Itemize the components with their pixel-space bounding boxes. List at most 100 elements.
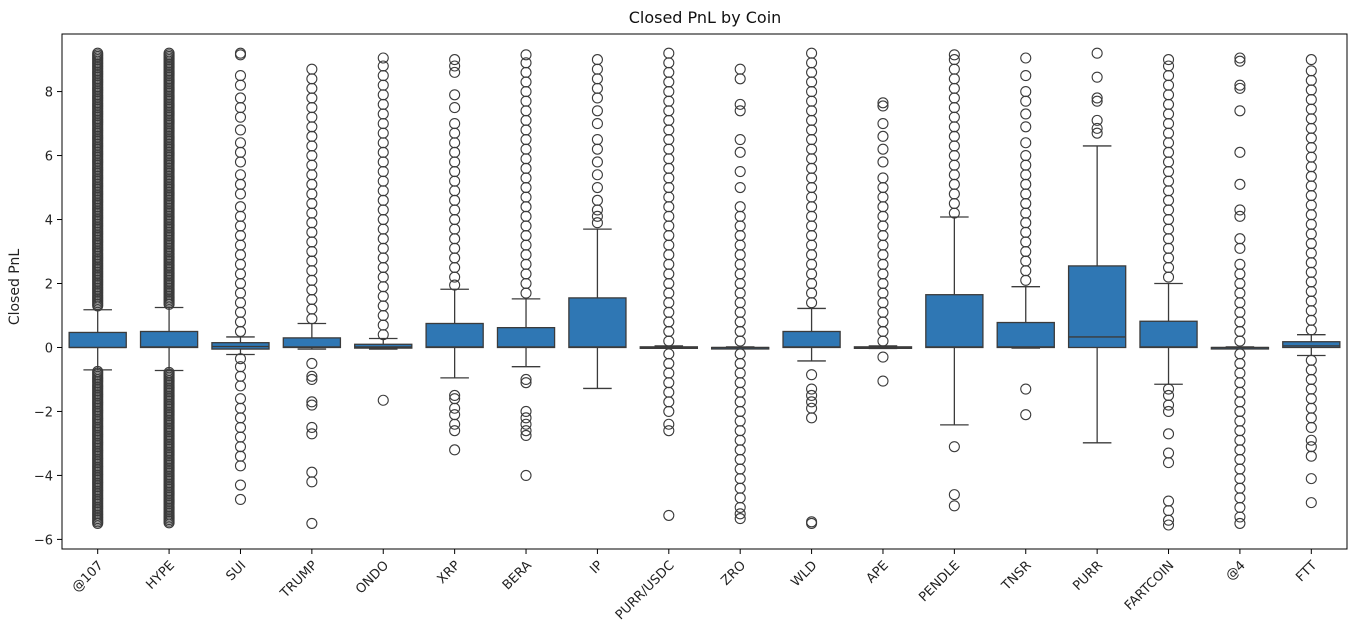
outlier-point xyxy=(877,156,889,168)
outlier-point xyxy=(734,73,746,85)
outlier-point xyxy=(1020,188,1032,200)
x-tick-label: HYPE xyxy=(143,558,177,592)
outlier-point xyxy=(1234,233,1246,245)
outlier-point xyxy=(806,412,818,424)
outlier-point xyxy=(306,73,318,85)
outlier-point xyxy=(734,146,746,158)
outlier-point xyxy=(663,201,675,213)
outlier-point xyxy=(1020,150,1032,162)
outlier-point xyxy=(877,191,889,203)
y-tick-label: −4 xyxy=(34,469,53,484)
outlier-point xyxy=(520,229,532,242)
outlier-point xyxy=(663,105,675,117)
outlier-point xyxy=(806,220,818,232)
outlier-point xyxy=(1162,213,1175,226)
outlier-point xyxy=(1234,210,1246,222)
outlier-point xyxy=(806,95,818,107)
outlier-point xyxy=(877,97,889,109)
x-tick-label: FTT xyxy=(1293,558,1320,585)
outlier-point xyxy=(234,79,247,91)
outlier-point xyxy=(234,111,247,123)
outlier-point xyxy=(234,146,247,158)
box-wld xyxy=(782,330,841,349)
x-tick-label: ZRO xyxy=(718,558,749,589)
outlier-point xyxy=(1020,108,1032,120)
outlier-point xyxy=(234,124,247,136)
outlier-point xyxy=(663,277,675,290)
outlier-point xyxy=(520,373,532,386)
outlier-point xyxy=(806,134,818,146)
outlier-point xyxy=(234,102,247,114)
outlier-point xyxy=(877,220,889,232)
outlier-point xyxy=(734,444,746,456)
outlier-point xyxy=(1162,108,1175,120)
outlier-point xyxy=(877,316,889,328)
outlier-point xyxy=(449,418,461,430)
outlier-point xyxy=(806,143,818,155)
outlier-point xyxy=(734,463,746,475)
outlier-point xyxy=(1162,514,1175,526)
outlier-point xyxy=(806,297,818,309)
outlier-point xyxy=(1305,94,1317,106)
outlier-point xyxy=(663,229,675,242)
x-tick-label: TNSR xyxy=(999,558,1035,594)
outlier-point xyxy=(591,169,603,181)
outlier-point xyxy=(663,76,675,88)
outlier-point xyxy=(1162,118,1175,130)
outlier-point xyxy=(948,111,960,123)
outlier-point xyxy=(449,118,461,130)
outlier-point xyxy=(1305,285,1317,298)
outlier-point xyxy=(1305,497,1317,509)
outlier-point xyxy=(306,92,318,104)
outlier-point xyxy=(449,102,461,114)
outlier-point xyxy=(306,226,318,238)
outlier-point xyxy=(306,421,318,433)
outlier-point xyxy=(591,118,603,130)
outlier-point xyxy=(449,156,461,168)
outlier-point xyxy=(948,63,960,75)
outlier-point xyxy=(1162,54,1175,66)
outlier-point xyxy=(734,357,746,370)
outlier-point xyxy=(734,98,746,110)
outlier-point xyxy=(234,460,247,472)
outlier-point xyxy=(449,165,461,178)
outlier-point xyxy=(234,370,247,382)
outlier-point xyxy=(806,181,818,194)
y-tick-label: 6 xyxy=(45,150,53,165)
outlier-point xyxy=(1305,84,1317,96)
outlier-point xyxy=(1020,265,1032,277)
x-tick-label: IP xyxy=(587,558,606,577)
outlier-point xyxy=(663,377,675,389)
outlier-point xyxy=(377,146,389,158)
outlier-point xyxy=(377,118,389,130)
outlier-point xyxy=(520,418,532,430)
outlier-point xyxy=(806,191,818,203)
outlier-point xyxy=(449,252,461,264)
outlier-point xyxy=(1305,266,1317,278)
box--107 xyxy=(68,331,127,349)
outlier-point xyxy=(1162,70,1175,82)
outlier-point xyxy=(806,153,818,165)
outlier-point xyxy=(663,210,675,222)
x-tick-label: XRP xyxy=(435,558,464,587)
x-tick-label: BERA xyxy=(500,558,535,593)
outlier-point xyxy=(663,153,675,165)
outlier-point xyxy=(1020,207,1032,219)
outlier-point xyxy=(377,52,389,64)
outlier-point xyxy=(1020,169,1032,181)
outlier-point xyxy=(877,143,889,155)
outlier-point xyxy=(734,258,746,270)
outlier-point xyxy=(449,402,461,414)
outlier-point xyxy=(806,249,818,261)
outlier-point xyxy=(1091,114,1103,126)
outlier-point xyxy=(1305,421,1317,433)
outlier-point xyxy=(1305,151,1317,163)
outlier-point xyxy=(1162,98,1175,110)
outlier-point xyxy=(1234,258,1246,270)
outlier-point xyxy=(306,82,318,94)
outlier-point xyxy=(377,252,389,264)
outlier-point xyxy=(449,54,461,66)
outlier-point xyxy=(449,137,461,149)
outlier-point xyxy=(806,210,818,222)
outlier-point xyxy=(663,367,675,379)
